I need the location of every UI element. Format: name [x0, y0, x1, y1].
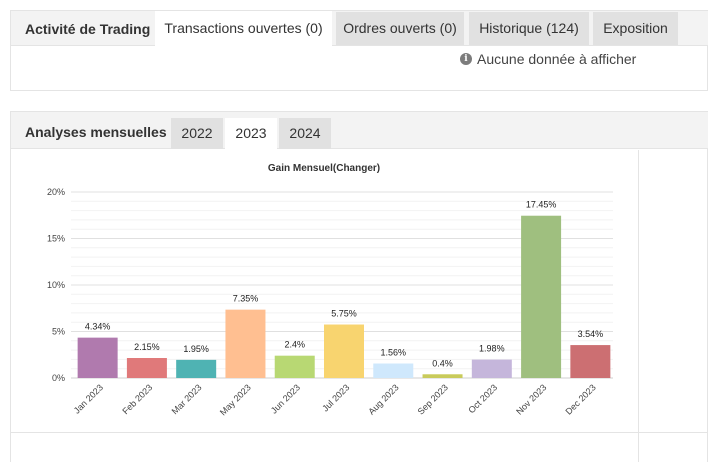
- data-label: 2.4%: [284, 340, 305, 350]
- x-tick-label: Jan 2023: [72, 382, 105, 415]
- monthly-analysis-title: Analyses mensuelles: [25, 124, 167, 140]
- tab-history[interactable]: Historique (124): [469, 12, 589, 45]
- data-label: 1.56%: [381, 347, 407, 357]
- trading-activity-panel: Activité de Trading Transactions ouverte…: [10, 10, 708, 91]
- bar[interactable]: [324, 324, 364, 378]
- bar[interactable]: [521, 215, 562, 378]
- bar[interactable]: [471, 359, 512, 378]
- chart-right-divider: [638, 150, 639, 462]
- data-label: 5.75%: [331, 309, 357, 319]
- x-tick-label: Dec 2023: [563, 382, 597, 416]
- y-tick-label: 15%: [47, 234, 65, 244]
- data-label: 1.98%: [479, 344, 505, 354]
- monthly-analysis-panel: Analyses mensuelles 2022 2023 2024 Gain …: [10, 111, 708, 462]
- x-tick-label: Jul 2023: [320, 382, 351, 413]
- bar[interactable]: [225, 309, 266, 378]
- data-label: 4.34%: [85, 322, 111, 332]
- trading-tab-bar: Activité de Trading Transactions ouverte…: [11, 11, 708, 46]
- bar[interactable]: [77, 337, 118, 378]
- x-tick-label: Feb 2023: [120, 382, 154, 416]
- y-tick-label: 10%: [47, 280, 65, 290]
- tab-open-orders[interactable]: Ordres ouverts (0): [336, 12, 464, 45]
- y-tick-label: 0%: [52, 373, 65, 383]
- x-tick-label: May 2023: [218, 382, 253, 417]
- x-tick-label: Sep 2023: [416, 382, 450, 416]
- bar[interactable]: [126, 358, 167, 378]
- x-tick-label: Oct 2023: [466, 382, 499, 415]
- bar[interactable]: [274, 355, 315, 378]
- tab-exposure[interactable]: Exposition: [593, 12, 678, 45]
- empty-state: i Aucune donnée à afficher: [460, 51, 636, 67]
- bar[interactable]: [570, 345, 611, 378]
- bar[interactable]: [176, 359, 217, 378]
- x-tick-label: Nov 2023: [514, 382, 548, 416]
- x-tick-label: Aug 2023: [366, 382, 400, 416]
- chart-title: Gain Mensuel(Changer): [268, 163, 380, 174]
- chart-bottom-divider: [11, 432, 708, 433]
- monthly-gain-chart: Gain Mensuel(Changer) 0% 5% 10% 15% 20% 4.34…: [47, 163, 613, 417]
- data-label: 1.95%: [183, 344, 209, 354]
- empty-message: Aucune donnée à afficher: [477, 51, 637, 67]
- tab-year-2024[interactable]: 2024: [279, 118, 331, 149]
- info-icon: i: [460, 53, 472, 65]
- bar[interactable]: [373, 363, 414, 378]
- tab-year-2022[interactable]: 2022: [171, 118, 223, 149]
- y-tick-label: 5%: [52, 327, 65, 337]
- data-label: 2.15%: [134, 342, 160, 352]
- x-tick-label: Jun 2023: [269, 382, 302, 415]
- data-label: 0.4%: [432, 358, 453, 368]
- monthly-tab-bar: Analyses mensuelles 2022 2023 2024: [11, 112, 708, 150]
- data-label: 17.45%: [526, 200, 557, 210]
- data-label: 3.54%: [578, 329, 604, 339]
- tab-open-transactions[interactable]: Transactions ouvertes (0): [155, 11, 332, 46]
- tab-year-2023[interactable]: 2023: [225, 118, 277, 150]
- y-tick-label: 20%: [47, 187, 65, 197]
- trading-activity-title: Activité de Trading: [25, 21, 151, 37]
- data-label: 7.35%: [233, 294, 259, 304]
- bar[interactable]: [422, 374, 463, 378]
- x-tick-label: Mar 2023: [170, 382, 204, 416]
